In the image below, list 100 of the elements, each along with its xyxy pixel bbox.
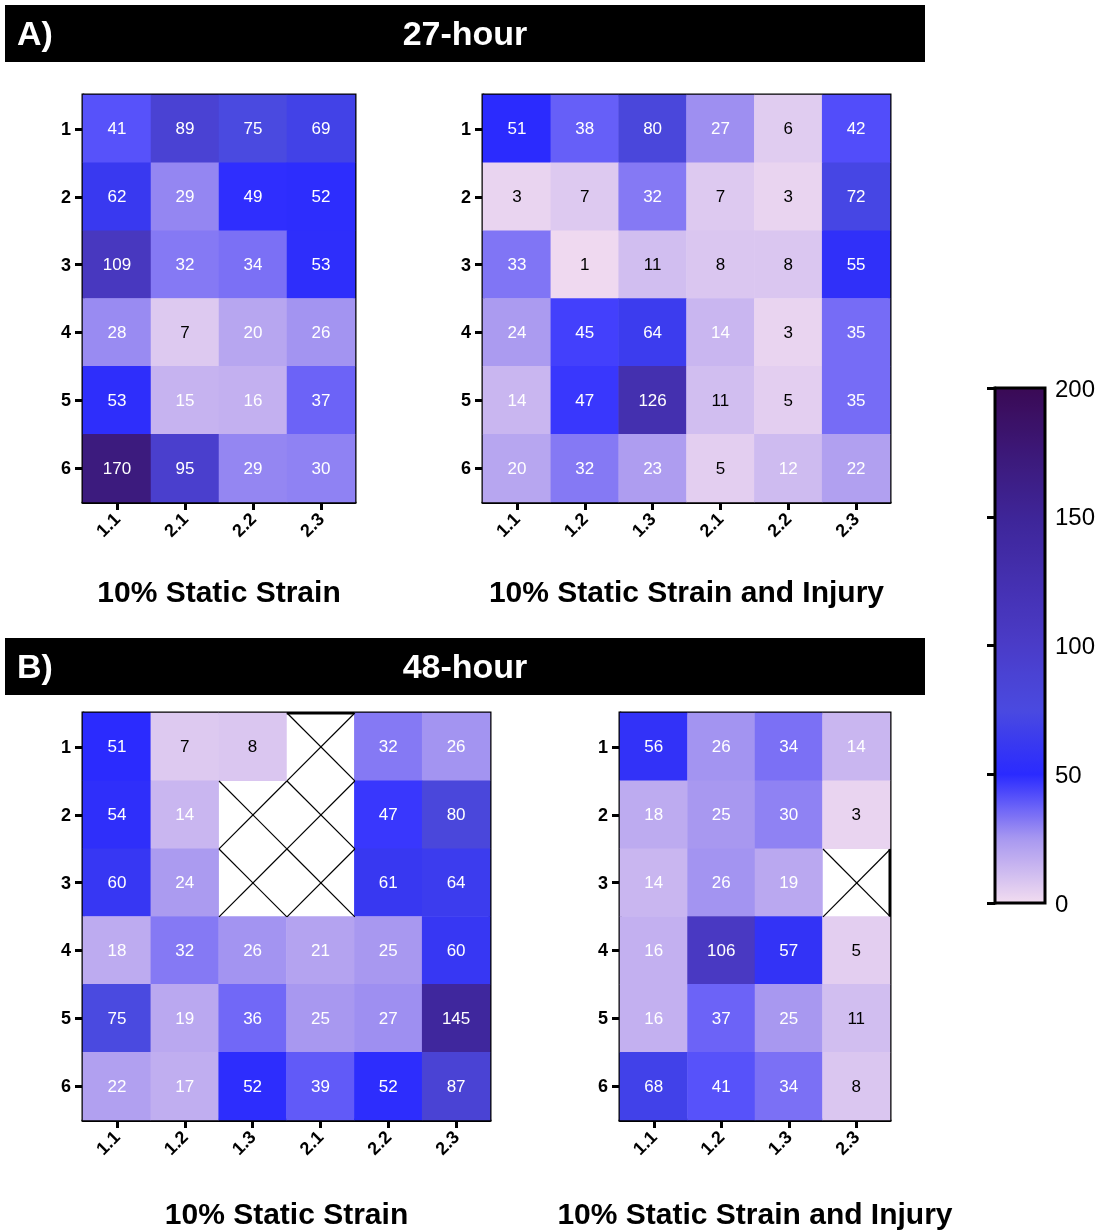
data-label: 29 — [243, 458, 263, 478]
data-label: 26 — [311, 322, 331, 342]
chart-title: 48-hour — [402, 647, 528, 685]
color-bar-label: 50 — [1055, 760, 1082, 788]
data-label: 14 — [644, 873, 664, 893]
data-label: 45 — [575, 322, 595, 342]
data-label: 6 — [783, 119, 793, 139]
x-tick-label: 1.1 — [92, 1126, 124, 1159]
y-tick-label: 4 — [597, 940, 608, 961]
data-label: 95 — [175, 458, 195, 478]
x-tick-label: 1.1 — [92, 508, 125, 541]
x-tick-label: 2.2 — [363, 1126, 396, 1159]
data-label: 22 — [846, 458, 866, 478]
data-label: 17 — [175, 1076, 195, 1096]
data-label: 25 — [711, 805, 731, 825]
x-tick-label: 2.2 — [763, 508, 796, 541]
data-label: 11 — [643, 255, 662, 275]
x-tick-label: 1.2 — [696, 1126, 729, 1159]
x-axis-title: 10% Static Strain and Injury — [557, 1196, 953, 1230]
data-label: 34 — [779, 737, 799, 757]
data-label: 26 — [711, 737, 731, 757]
data-label: 14 — [175, 805, 195, 825]
data-label: 64 — [446, 873, 466, 893]
data-label: 26 — [711, 873, 731, 893]
data-label: 109 — [102, 255, 132, 275]
data-label: 32 — [378, 737, 398, 757]
data-label: 14 — [710, 322, 730, 342]
data-label: 16 — [644, 1008, 664, 1028]
data-label: 19 — [175, 1008, 195, 1028]
data-label: 5 — [851, 940, 861, 960]
data-label: 7 — [180, 737, 190, 757]
x-tick-label: 1.1 — [628, 1126, 661, 1159]
data-label: 33 — [507, 255, 527, 275]
color-bar-label: 100 — [1055, 632, 1096, 659]
data-label: 3 — [783, 187, 793, 207]
data-label: 8 — [247, 737, 258, 757]
x-tick-label: 1.3 — [627, 508, 660, 541]
x-tick-label: 1.1 — [492, 508, 524, 541]
data-label: 51 — [107, 737, 127, 757]
data-label: 37 — [711, 1008, 731, 1028]
x-axis-title: 10% Static Strain — [164, 1196, 409, 1230]
data-label: 14 — [846, 737, 866, 757]
data-label: 57 — [779, 940, 799, 960]
x-tick-label: 2.3 — [431, 1126, 464, 1159]
data-label: 25 — [779, 1008, 799, 1028]
color-bar-label: 150 — [1055, 503, 1096, 531]
data-label: 41 — [107, 119, 127, 139]
data-label: 24 — [507, 322, 527, 342]
x-tick-label: 1.3 — [763, 1126, 796, 1159]
data-label: 3 — [851, 805, 861, 825]
data-label: 52 — [311, 187, 331, 207]
data-label: 7 — [180, 322, 190, 342]
data-label: 18 — [644, 805, 664, 825]
data-label: 26 — [446, 737, 466, 757]
data-label: 28 — [107, 322, 127, 342]
data-label: 24 — [175, 873, 195, 893]
data-label: 11 — [711, 390, 730, 410]
data-label: 60 — [107, 873, 127, 893]
data-label: 80 — [643, 119, 663, 139]
data-label: 89 — [175, 119, 195, 139]
text: B) — [17, 646, 53, 687]
x-tick-label: 1.2 — [159, 1126, 192, 1159]
x-tick-label: 1.2 — [559, 508, 592, 541]
data-label: 18 — [107, 940, 127, 960]
data-label: 61 — [378, 873, 398, 893]
data-label: 23 — [643, 458, 663, 478]
data-label: 30 — [311, 458, 331, 478]
data-label: 15 — [175, 390, 195, 410]
y-tick-label: 2 — [460, 186, 471, 207]
data-label: 47 — [378, 805, 398, 825]
data-label: 32 — [175, 940, 195, 960]
data-label: 34 — [243, 255, 263, 275]
data-label: 64 — [643, 322, 663, 342]
data-label: 5 — [783, 390, 793, 410]
data-label: 29 — [175, 187, 195, 207]
x-axis-title: 10% Static Strain and Injury — [488, 574, 885, 608]
color-bar-label: 200 — [1055, 374, 1096, 402]
data-label: 36 — [243, 1008, 263, 1028]
data-label: 12 — [778, 458, 798, 478]
y-tick-label: 3 — [60, 872, 71, 893]
data-label: 49 — [243, 187, 263, 207]
data-label: 8 — [715, 255, 726, 275]
data-label: 68 — [644, 1076, 664, 1096]
data-label: 5 — [715, 458, 726, 478]
data-label: 32 — [643, 187, 663, 207]
data-label: 35 — [846, 322, 866, 342]
data-label: 3 — [512, 187, 522, 207]
data-label: 69 — [311, 119, 331, 139]
data-label: 27 — [710, 119, 730, 139]
y-tick-label: 5 — [60, 390, 71, 411]
data-label: 1 — [580, 255, 590, 275]
data-label: 87 — [446, 1076, 466, 1096]
y-tick-label: 5 — [60, 1008, 71, 1029]
data-label: 22 — [107, 1076, 127, 1096]
x-tick-label: 2.2 — [228, 508, 261, 541]
data-label: 30 — [779, 805, 799, 825]
data-label: 35 — [846, 390, 866, 410]
data-label: 37 — [311, 390, 331, 410]
data-label: 25 — [378, 940, 398, 960]
data-label: 39 — [310, 1076, 330, 1096]
